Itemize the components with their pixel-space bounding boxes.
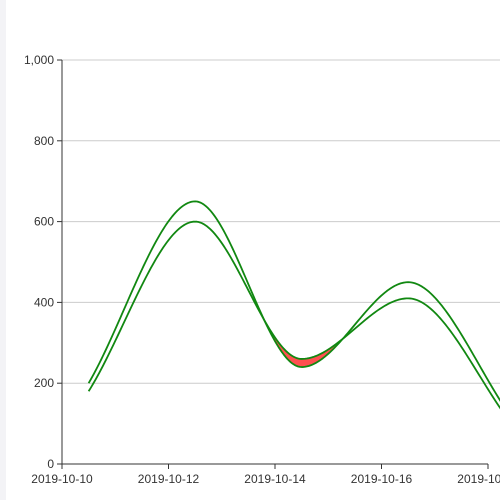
y-tick-label: 600 (34, 215, 54, 229)
y-axis-ticks: 0 200 400 600 800 1,000 (24, 53, 62, 471)
series-line-2 (87, 220, 500, 410)
grid-lines (62, 59, 500, 384)
y-tick-label: 400 (34, 295, 54, 309)
x-axis-ticks: 2019-10-10 2019-10-12 2019-10-14 2019-10-16… (31, 464, 500, 486)
y-tick-label: 800 (34, 134, 54, 148)
difference-fill (264, 320, 343, 368)
left-edge-strip (0, 0, 6, 500)
y-tick-label: 1,000 (24, 53, 54, 67)
series-line-1 (87, 200, 500, 402)
difference-area (264, 320, 343, 368)
y-tick-label: 200 (34, 376, 54, 390)
x-tick-label: 2019-10-18 (457, 472, 500, 486)
x-tick-label: 2019-10-12 (138, 472, 200, 486)
x-tick-label: 2019-10-16 (351, 472, 413, 486)
x-tick-label: 2019-10-10 (31, 472, 93, 486)
x-tick-label: 2019-10-14 (244, 472, 306, 486)
series-lines (87, 200, 500, 410)
y-tick-label: 0 (47, 457, 54, 471)
axes (61, 60, 488, 465)
